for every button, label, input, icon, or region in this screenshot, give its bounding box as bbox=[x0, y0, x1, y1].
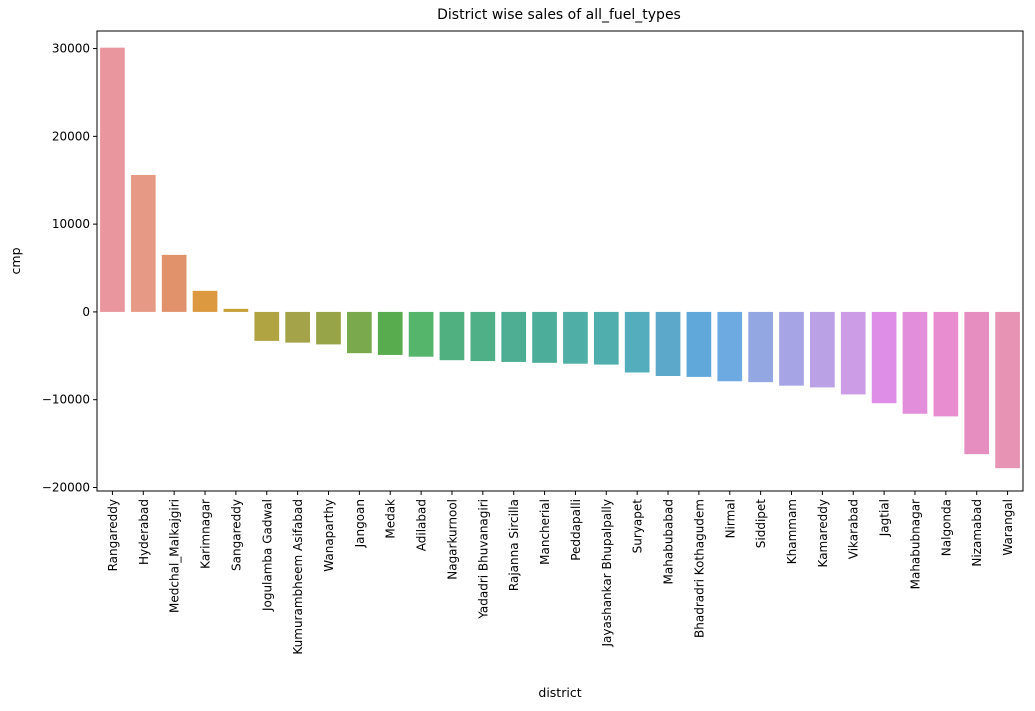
x-tick-label: Hyderabad bbox=[137, 499, 151, 565]
bar bbox=[347, 311, 372, 354]
y-tick-label: 20000 bbox=[52, 129, 90, 143]
x-tick-label: Jayashankar Bhupalpally bbox=[600, 499, 614, 648]
bar bbox=[593, 311, 619, 365]
x-tick-label: Rangareddy bbox=[106, 499, 120, 571]
x-tick-label: Suryapet bbox=[631, 499, 645, 554]
plot-frame bbox=[96, 30, 1024, 492]
x-axis-title: district bbox=[538, 685, 581, 700]
bar bbox=[408, 311, 434, 357]
x-tick-label: Warangal bbox=[1001, 499, 1015, 556]
x-tick-label: Medak bbox=[384, 499, 398, 539]
bar bbox=[748, 311, 773, 383]
x-tick-label: Jogulamba Gadwal bbox=[260, 499, 274, 612]
x-tick-label: Nalgonda bbox=[939, 499, 953, 556]
x-tick-label: Nirmal bbox=[723, 499, 737, 538]
bar bbox=[964, 311, 990, 455]
chart-title: District wise sales of all_fuel_types bbox=[437, 7, 681, 23]
x-tick-label: Adilabad bbox=[415, 499, 429, 551]
x-tick-label: Sangareddy bbox=[229, 499, 243, 571]
bar bbox=[439, 311, 465, 361]
y-axis-title: cmp bbox=[8, 247, 23, 274]
bar bbox=[161, 254, 187, 312]
bar bbox=[686, 311, 712, 377]
x-tick-label: Jagtial bbox=[878, 499, 892, 537]
bar bbox=[223, 308, 249, 312]
bar bbox=[717, 311, 743, 382]
y-tick-label: 30000 bbox=[52, 42, 90, 56]
x-tick-label: Vikarabad bbox=[847, 499, 861, 559]
y-tick-label: −20000 bbox=[42, 480, 90, 494]
y-tick-label: 10000 bbox=[52, 217, 90, 231]
bar bbox=[130, 174, 156, 312]
x-tick-label: Kamareddy bbox=[816, 499, 830, 567]
bar bbox=[871, 311, 897, 404]
bar bbox=[285, 311, 310, 343]
x-tick-label: Mahabubnagar bbox=[908, 499, 922, 589]
x-tick-label: Medchal_Malkajgiri bbox=[168, 499, 182, 613]
bar bbox=[655, 311, 681, 376]
x-tick-label: Jangoan bbox=[353, 499, 367, 548]
x-tick-label: Nagarkurnool bbox=[445, 499, 459, 580]
x-tick-label: Mancherial bbox=[538, 499, 552, 565]
y-tick-label: −10000 bbox=[42, 393, 90, 407]
bars bbox=[100, 47, 1020, 469]
x-axis: Rangareddy Hyderabad Medchal_Malkajgiri Kar… bbox=[106, 491, 1015, 655]
bar bbox=[501, 311, 527, 362]
x-tick-label: Kumurambheem Asifabad bbox=[291, 499, 305, 655]
x-tick-label: Yadadri Bhuvanagiri bbox=[476, 499, 490, 620]
bar bbox=[563, 311, 588, 364]
x-tick-label: Khammam bbox=[785, 499, 799, 564]
bar bbox=[377, 311, 403, 355]
bar bbox=[470, 311, 496, 362]
y-tick-label: 0 bbox=[82, 305, 90, 319]
bar bbox=[254, 311, 280, 341]
bar bbox=[933, 311, 959, 417]
bar bbox=[192, 290, 218, 312]
bar bbox=[840, 311, 866, 395]
bar bbox=[810, 311, 835, 388]
x-tick-label: Mahabubabad bbox=[662, 499, 676, 584]
x-tick-label: Nizamabad bbox=[970, 499, 984, 567]
x-tick-label: Wanaparthy bbox=[322, 499, 336, 572]
x-tick-label: Karimnagar bbox=[199, 499, 213, 569]
x-tick-label: Peddapalli bbox=[569, 499, 583, 561]
bar bbox=[902, 311, 928, 414]
x-tick-label: Rajanna Sircilla bbox=[507, 499, 521, 591]
bar bbox=[100, 47, 125, 312]
x-tick-label: Siddipet bbox=[754, 499, 768, 549]
bar bbox=[532, 311, 557, 363]
x-tick-label: Bhadradri Kothagudem bbox=[692, 499, 706, 638]
bar bbox=[316, 311, 341, 345]
y-axis: −20000 −10000 0 10000 20000 30000 bbox=[42, 42, 97, 494]
bar bbox=[624, 311, 650, 373]
bar bbox=[995, 311, 1020, 469]
bar bbox=[779, 311, 804, 386]
